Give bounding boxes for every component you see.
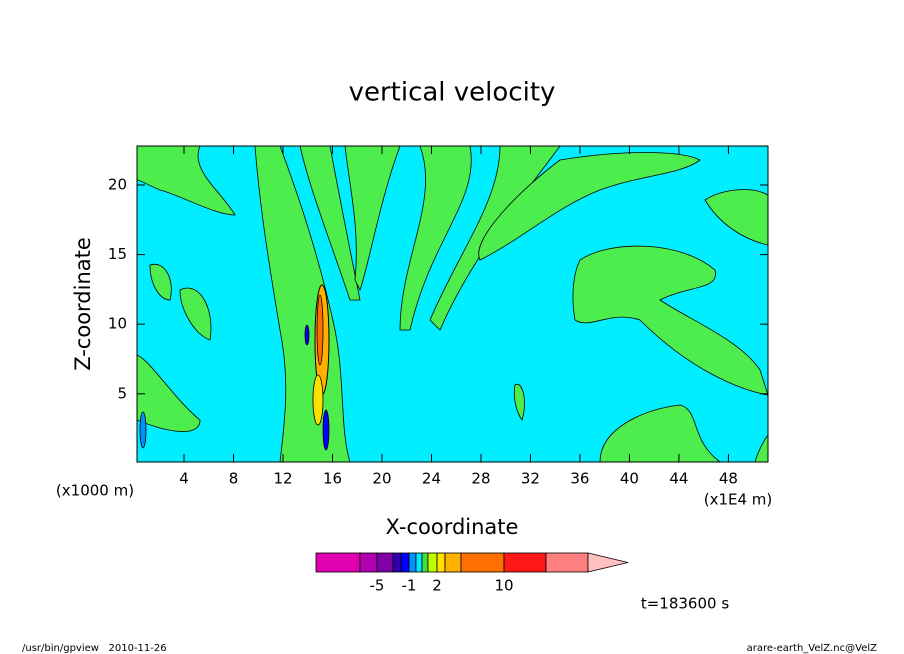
y-tick-label: 5 bbox=[117, 384, 127, 402]
x-tick-label: 20 bbox=[372, 470, 391, 488]
footer-left: /usr/bin/gpview 2010-11-26 bbox=[22, 643, 167, 654]
x-tick-label: 28 bbox=[471, 470, 490, 488]
colorbar-tick-label: -1 bbox=[402, 577, 417, 595]
x-tick-label: 36 bbox=[570, 470, 589, 488]
colorbar-box bbox=[427, 552, 438, 573]
x-tick-label: 24 bbox=[422, 470, 441, 488]
colorbar-tick-label: 10 bbox=[494, 577, 513, 595]
x-tick-label: 44 bbox=[669, 470, 688, 488]
x-tick-label: 16 bbox=[323, 470, 342, 488]
x-unit: (x1E4 m) bbox=[704, 491, 773, 509]
x-tick-label: 4 bbox=[179, 470, 189, 488]
colorbar-box bbox=[392, 552, 402, 573]
x-axis-label: X-coordinate bbox=[386, 515, 519, 539]
colorbar-box bbox=[444, 552, 462, 573]
colorbar-box bbox=[376, 552, 394, 573]
colorbar-arrow bbox=[587, 552, 629, 573]
colorbar-box bbox=[503, 552, 547, 573]
time-label: t=183600 s bbox=[641, 595, 729, 613]
footer-right: arare-earth_VelZ.nc@VelZ bbox=[747, 643, 878, 654]
colorbar-box bbox=[400, 552, 410, 573]
x-tick-label: 32 bbox=[521, 470, 540, 488]
contour-field bbox=[136, 145, 769, 463]
chart-title: vertical velocity bbox=[349, 78, 556, 108]
colorbar-box bbox=[460, 552, 505, 573]
y-tick-label: 15 bbox=[108, 245, 127, 263]
x-tick-label: 40 bbox=[620, 470, 639, 488]
colorbar-box bbox=[408, 552, 417, 573]
colorbar-box bbox=[415, 552, 423, 573]
colorbar-box bbox=[359, 552, 378, 573]
y-tick-label: 20 bbox=[108, 175, 127, 193]
colorbar-box bbox=[315, 552, 361, 573]
x-tick-label: 8 bbox=[229, 470, 239, 488]
x-tick-label: 12 bbox=[273, 470, 292, 488]
colorbar-tick-label: -5 bbox=[370, 577, 385, 595]
colorbar-box bbox=[436, 552, 446, 573]
y-axis-label: Z-coordinate bbox=[71, 237, 95, 371]
y-unit: (x1000 m) bbox=[56, 482, 134, 500]
colorbar-box bbox=[421, 552, 429, 573]
colorbar-tick-label: 2 bbox=[432, 577, 442, 595]
colorbar-box bbox=[545, 552, 589, 573]
x-tick-label: 48 bbox=[719, 470, 738, 488]
y-tick-label: 10 bbox=[108, 315, 127, 333]
